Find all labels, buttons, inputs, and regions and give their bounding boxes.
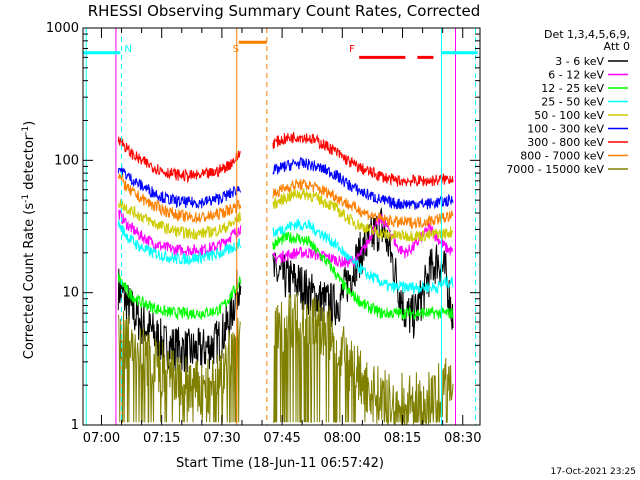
series-line <box>272 131 454 187</box>
legend-title: Det 1,3,4,5,6,9, <box>544 28 630 41</box>
x-tick-label: 07:15 <box>143 431 180 446</box>
series-line <box>117 136 241 184</box>
series-line <box>117 208 242 256</box>
legend-label: 3 - 6 keV <box>555 55 604 68</box>
legend-label: 50 - 100 keV <box>534 109 604 122</box>
legend-label: 12 - 25 keV <box>541 82 604 95</box>
series-line <box>272 218 454 295</box>
series-line <box>272 178 454 230</box>
legend-label: 300 - 800 keV <box>527 136 604 149</box>
x-axis-label: Start Time (18-Jun-11 06:57:42) <box>176 456 384 471</box>
x-tick-label: 08:15 <box>384 431 421 446</box>
series-line <box>117 165 242 209</box>
x-tick-label: 08:30 <box>444 431 481 446</box>
chart-title: RHESSI Observing Summary Count Rates, Co… <box>88 2 481 20</box>
x-tick-label: 07:45 <box>263 431 300 446</box>
y-tick-label: 1000 <box>46 21 79 36</box>
legend-label: 6 - 12 keV <box>548 69 604 82</box>
series-line <box>117 199 242 242</box>
series-line <box>117 173 242 224</box>
y-tick-label: 1 <box>71 418 79 433</box>
flag-label: N <box>124 44 131 55</box>
legend-label: 800 - 7000 keV <box>520 150 604 163</box>
plot-frame <box>82 27 481 426</box>
y-axis-label: Corrected Count Rate (s-1 detector-1) <box>21 121 37 359</box>
footer-date: 17-Oct-2021 23:25 <box>551 467 636 477</box>
y-tick-label: 10 <box>62 286 79 301</box>
y-tick-label: 100 <box>54 153 79 168</box>
series-line <box>272 231 454 321</box>
series-line <box>272 188 454 243</box>
flag-label: S <box>233 44 239 55</box>
series-line <box>117 273 242 321</box>
series-line <box>117 310 242 423</box>
legend-title: Att 0 <box>604 40 630 53</box>
x-tick-label: 08:00 <box>324 431 361 446</box>
flag-label: F <box>349 44 355 55</box>
x-tick-label: 07:30 <box>203 431 240 446</box>
series-line <box>117 219 242 266</box>
series-line <box>272 214 454 268</box>
series-line <box>272 156 454 210</box>
legend-label: 7000 - 15000 keV <box>506 163 604 176</box>
legend-label: 100 - 300 keV <box>527 123 604 136</box>
x-tick-label: 07:00 <box>83 431 120 446</box>
legend-label: 25 - 50 keV <box>541 96 604 109</box>
